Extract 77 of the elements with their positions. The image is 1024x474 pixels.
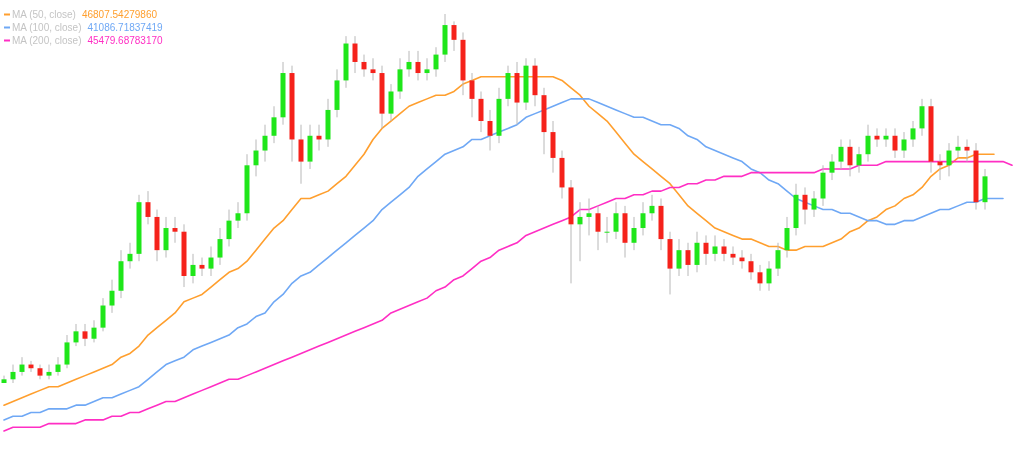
candlestick xyxy=(91,319,97,343)
candlestick xyxy=(838,138,844,170)
candlestick xyxy=(415,50,421,81)
candlestick xyxy=(640,201,646,236)
candlestick xyxy=(469,72,475,118)
candlestick xyxy=(217,227,223,266)
candlestick xyxy=(145,190,151,225)
candlestick xyxy=(757,264,763,292)
candlestick xyxy=(406,50,412,78)
candlestick xyxy=(811,190,817,218)
candlestick xyxy=(208,245,214,277)
annotation: 45479.68783170 xyxy=(87,35,163,46)
candlestick xyxy=(649,194,655,222)
candlestick xyxy=(451,20,457,52)
candlestick xyxy=(856,146,862,174)
candlestick xyxy=(847,138,853,177)
candlestick xyxy=(487,109,493,152)
candlestick xyxy=(784,216,790,259)
candlestick xyxy=(631,216,637,251)
candlestick xyxy=(262,124,268,163)
candlestick xyxy=(397,57,403,100)
candlestick xyxy=(775,242,781,277)
legend-label: MA (50, close) xyxy=(12,9,76,20)
candlestick xyxy=(802,186,808,225)
candlestick xyxy=(424,57,430,81)
candlestick xyxy=(172,216,178,244)
candlestick xyxy=(10,364,16,384)
candlestick xyxy=(478,90,484,133)
candlestick xyxy=(64,334,70,369)
candlestick xyxy=(298,124,304,185)
candlestick xyxy=(127,242,133,270)
candlestick xyxy=(271,105,277,144)
candlestick xyxy=(730,245,736,266)
candlestick xyxy=(586,198,592,236)
legend-label: MA (200, close) xyxy=(12,35,82,46)
candlestick xyxy=(910,120,916,148)
candlestick xyxy=(19,356,25,377)
candlestick xyxy=(163,216,169,259)
candlestick xyxy=(964,138,970,163)
candlestick xyxy=(109,279,115,314)
candlestick xyxy=(676,238,682,277)
candlestick xyxy=(73,323,79,347)
candlestick xyxy=(604,216,610,244)
candlestick xyxy=(226,209,232,247)
candlestick xyxy=(748,253,754,281)
candlestick xyxy=(721,238,727,262)
candlestick xyxy=(82,323,88,347)
candlestick xyxy=(595,205,601,251)
annotation: 46807.54279860 xyxy=(81,9,158,20)
candlestick xyxy=(352,35,358,74)
candlestick xyxy=(388,83,394,122)
candlestick xyxy=(955,135,961,159)
candlestick xyxy=(46,364,52,380)
candlestick xyxy=(370,57,376,81)
candlestick xyxy=(694,231,700,273)
legend-label: MA (100, close) xyxy=(12,22,82,33)
candlestick xyxy=(766,260,772,292)
candlestick xyxy=(712,234,718,262)
candlestick xyxy=(703,234,709,266)
candlestick xyxy=(946,142,952,177)
candlestick xyxy=(901,131,907,159)
candlestick xyxy=(235,201,241,229)
candlestick xyxy=(919,98,925,137)
candlestick xyxy=(892,127,898,159)
candlestick xyxy=(685,242,691,277)
candlestick xyxy=(100,297,106,332)
annotation: 41086.71837419 xyxy=(87,22,163,33)
candlestick xyxy=(199,257,205,277)
candlestick xyxy=(613,201,619,240)
candlestick xyxy=(829,153,835,181)
candlestick xyxy=(865,124,871,163)
candlestick xyxy=(253,138,259,177)
candlestick xyxy=(190,253,196,284)
candlestick xyxy=(577,201,583,262)
candlestick xyxy=(361,54,367,78)
candlestick xyxy=(433,46,439,78)
candlestick xyxy=(55,356,61,377)
